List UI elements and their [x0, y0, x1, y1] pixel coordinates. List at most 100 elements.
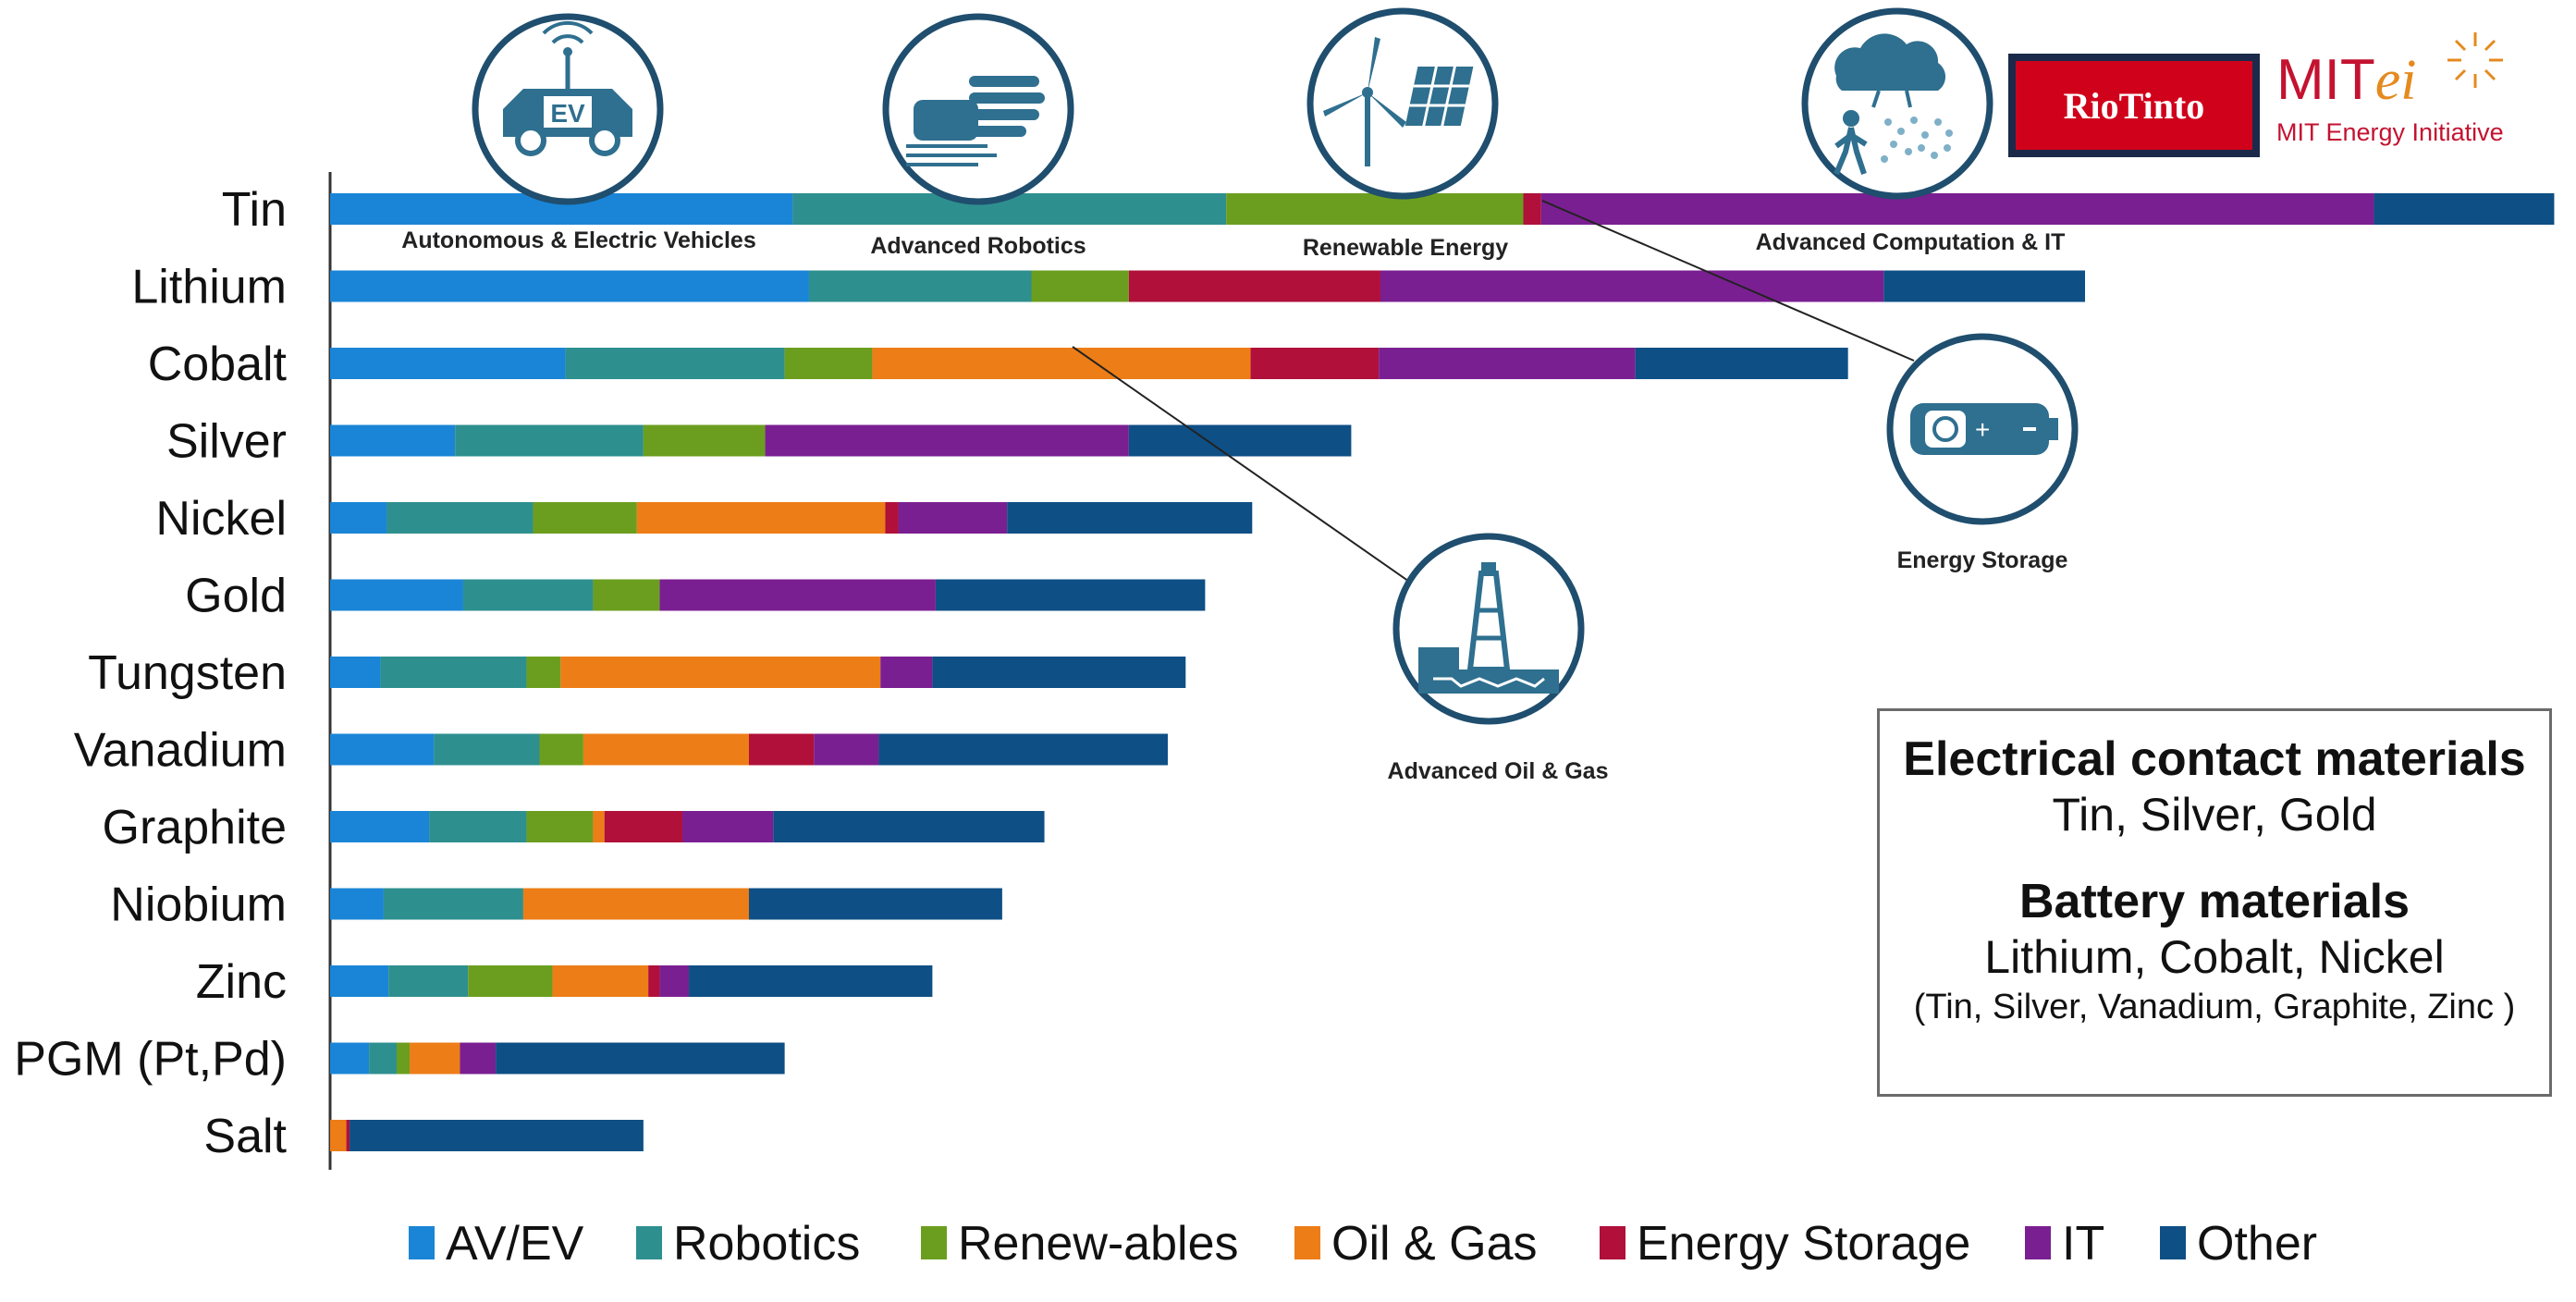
bar-lithium-other: [1883, 270, 2086, 302]
legend-label-other: Other: [2197, 1217, 2317, 1271]
bar-tungsten-robotics: [380, 657, 527, 688]
info-line-battery-secondary: (Tin, Silver, Vanadium, Graphite, Zinc ): [1913, 988, 2516, 1026]
bar-pgm-pt-pd-it: [460, 1042, 497, 1075]
rio-tinto-logo: RioTinto: [2008, 54, 2260, 157]
bar-cobalt-other: [1635, 348, 1848, 379]
bar-pgm-pt-pd-robotics: [369, 1042, 397, 1075]
energy-storage-caption: Energy Storage: [1897, 547, 2068, 573]
bar-salt-other: [350, 1120, 644, 1151]
oil-gas-leader-line: [1072, 346, 1425, 593]
category-label-silver: Silver: [166, 415, 287, 469]
bar-vanadium-robotics: [434, 733, 540, 766]
info-heading-contact: Electrical contact materials: [1903, 732, 2526, 786]
bar-nickel-other: [1007, 502, 1253, 534]
bar-pgm-pt-pd-renew-ables: [396, 1042, 411, 1075]
ev-badge-text: EV: [550, 99, 585, 128]
bar-nickel-oil-gas: [636, 502, 886, 534]
legend-swatch-other: [2160, 1226, 2186, 1259]
bar-tungsten-renew-ables: [526, 657, 561, 688]
battery-icon: +: [1886, 333, 2079, 525]
bar-cobalt-renew-ables: [784, 348, 873, 379]
bar-nickel-it: [898, 502, 1008, 534]
bar-zinc-it: [659, 965, 690, 997]
bar-cobalt-it: [1379, 348, 1636, 379]
bar-graphite-it: [682, 811, 774, 842]
category-label-niobium: Niobium: [110, 878, 287, 932]
bar-lithium-av-ev: [330, 270, 809, 302]
rio-tinto-logo-text: RioTinto: [2063, 84, 2205, 127]
bar-lithium-energy-storage: [1128, 270, 1381, 302]
legend-swatch-robotics: [636, 1226, 662, 1259]
mitei-logo: MITei MIT Energy Initiative: [2276, 32, 2554, 166]
bar-cobalt-robotics: [565, 348, 785, 379]
bar-vanadium-energy-storage: [748, 733, 815, 766]
bar-niobium-robotics: [383, 888, 523, 920]
category-labels: Tin Lithium Cobalt Silver Nickel Gold Tungsten…: [14, 183, 287, 1163]
bar-tin-energy-storage: [1523, 193, 1541, 225]
bar-salt-oil-gas: [330, 1120, 347, 1151]
category-label-nickel: Nickel: [155, 492, 287, 546]
bar-salt-energy-storage: [346, 1120, 350, 1151]
bar-lithium-renew-ables: [1031, 270, 1129, 302]
oil-rig-icon: [1392, 533, 1585, 725]
svg-text:+: +: [1975, 415, 1990, 444]
bar-graphite-av-ev: [330, 811, 430, 842]
bar-graphite-oil-gas: [593, 811, 605, 842]
bar-tungsten-av-ev: [330, 657, 381, 688]
legend-label-oil-gas: Oil & Gas: [1331, 1217, 1538, 1271]
category-label-tungsten: Tungsten: [88, 646, 287, 700]
bar-zinc-other: [689, 965, 933, 997]
bar-vanadium-oil-gas: [583, 733, 749, 766]
category-label-salt: Salt: [203, 1110, 287, 1163]
bar-pgm-pt-pd-other: [496, 1042, 785, 1075]
legend: AV/EV Robotics Renew-ables Oil & Gas Energy …: [409, 1217, 2317, 1271]
bar-zinc-energy-storage: [648, 965, 660, 997]
bar-zinc-av-ev: [330, 965, 389, 997]
renewable-caption: Renewable Energy: [1303, 235, 1508, 261]
bar-silver-renew-ables: [643, 424, 766, 457]
bar-pgm-pt-pd-oil-gas: [410, 1042, 460, 1075]
legend-swatch-it: [2025, 1226, 2051, 1259]
bar-tin-renew-ables: [1226, 193, 1524, 225]
category-label-lithium: Lithium: [131, 261, 287, 314]
category-label-pgm-pt-pd: PGM (Pt,Pd): [14, 1033, 287, 1087]
electric-vehicle-icon: EV: [472, 13, 664, 205]
it-caption: Advanced Computation & IT: [1756, 229, 2066, 255]
mit-text: MIT: [2276, 48, 2375, 112]
bar-cobalt-av-ev: [330, 348, 566, 379]
bar-cobalt-energy-storage: [1250, 348, 1380, 379]
legend-label-energy-storage: Energy Storage: [1637, 1217, 1970, 1271]
category-label-tin: Tin: [222, 183, 287, 237]
bar-graphite-robotics: [429, 811, 527, 842]
bar-silver-av-ev: [330, 424, 456, 457]
bar-niobium-av-ev: [330, 888, 384, 920]
bar-tungsten-it: [880, 657, 933, 688]
legend-label-renew-ables: Renew-ables: [958, 1217, 1239, 1271]
oil-gas-caption: Advanced Oil & Gas: [1388, 758, 1609, 784]
bar-gold-it: [659, 579, 936, 611]
robotics-caption: Advanced Robotics: [870, 233, 1086, 259]
bar-nickel-robotics: [386, 502, 534, 534]
legend-swatch-oil-gas: [1294, 1226, 1320, 1259]
sun-icon: [2447, 32, 2503, 88]
info-line-battery: Lithium, Cobalt, Nickel: [1984, 931, 2445, 983]
bar-graphite-energy-storage: [604, 811, 683, 842]
bar-niobium-oil-gas: [522, 888, 749, 920]
bar-cobalt-oil-gas: [872, 348, 1251, 379]
bar-gold-other: [935, 579, 1206, 611]
bar-vanadium-it: [814, 733, 879, 766]
bar-zinc-renew-ables: [468, 965, 553, 997]
legend-label-av-ev: AV/EV: [446, 1217, 584, 1271]
bar-gold-robotics: [462, 579, 594, 611]
category-label-graphite: Graphite: [103, 801, 287, 854]
legend-swatch-av-ev: [409, 1226, 435, 1259]
bar-tungsten-other: [932, 657, 1186, 688]
legend-swatch-energy-storage: [1600, 1226, 1625, 1259]
legend-swatch-renew-ables: [921, 1226, 947, 1259]
bar-tin-it: [1540, 193, 2374, 225]
bar-vanadium-other: [878, 733, 1168, 766]
bar-gold-av-ev: [330, 579, 463, 611]
bar-vanadium-renew-ables: [539, 733, 583, 766]
bar-tungsten-oil-gas: [560, 657, 881, 688]
category-label-vanadium: Vanadium: [74, 724, 287, 778]
